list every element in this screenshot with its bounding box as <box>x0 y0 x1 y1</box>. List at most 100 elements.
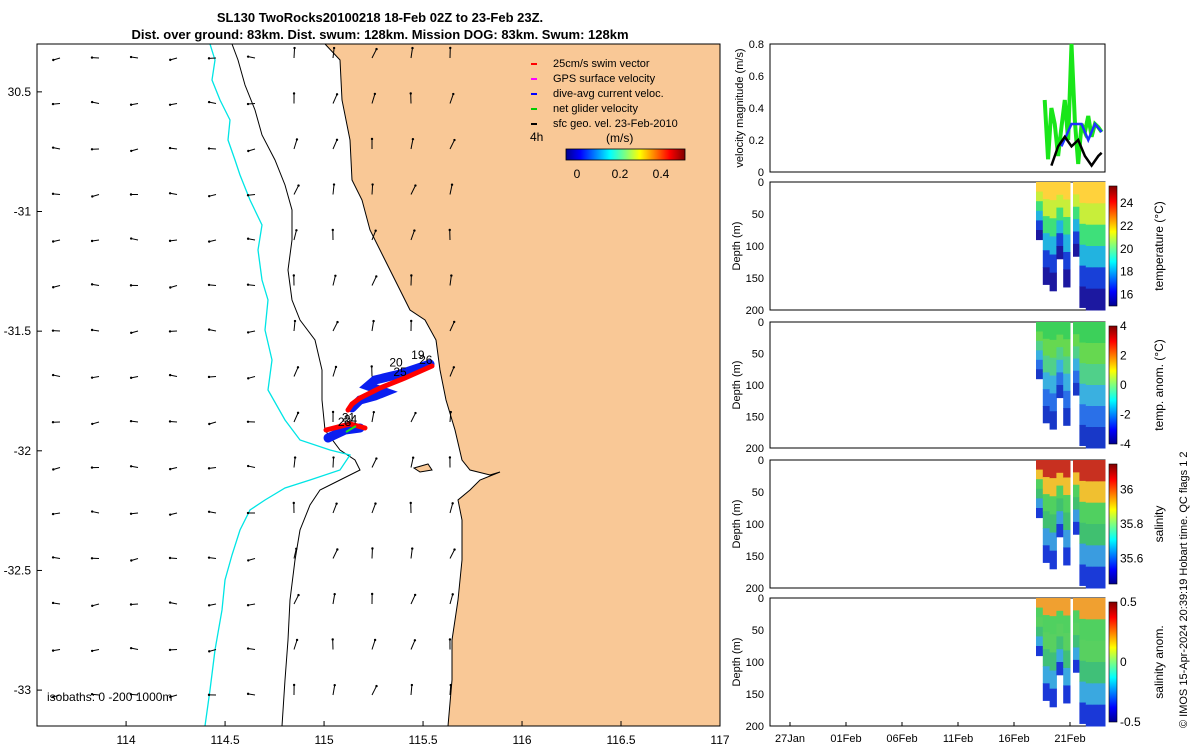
heatmap-cell <box>1092 662 1100 684</box>
velocity-arrow <box>371 458 377 468</box>
depth-tick-label: 200 <box>746 721 764 733</box>
colorbar-tick-label: 20 <box>1120 242 1134 256</box>
time-x-tick-label: 27Jan <box>775 733 805 745</box>
heatmap-cell <box>1073 346 1080 360</box>
depth-tick-label: 200 <box>746 583 764 595</box>
glider-track <box>323 359 435 443</box>
velocity-arrow <box>332 139 338 150</box>
heatmap-cell <box>1056 220 1064 234</box>
velocity-arrow-head <box>375 275 378 278</box>
velocity-arrow <box>332 94 338 104</box>
heatmap-cell <box>1036 498 1044 509</box>
velocity-arrow-head <box>207 467 211 470</box>
velocity-arrow <box>449 594 454 605</box>
heatmap-cell <box>1085 406 1093 428</box>
heatmap-cell <box>1036 230 1044 241</box>
depth-ylabel: Depth (m) <box>731 361 743 410</box>
velocity-arrow <box>332 321 338 332</box>
heatmap-cell <box>1079 681 1087 704</box>
velocity-arrow <box>449 321 455 332</box>
isobath-note: isobaths: 0 -200 1000m <box>47 690 172 704</box>
velocity-arrow-head <box>129 284 133 287</box>
velocity-arrow-head <box>129 193 133 196</box>
velocity-arrow <box>371 503 376 514</box>
velocity-arrow-head <box>331 228 335 232</box>
heatmap-cell <box>1049 460 1057 479</box>
velocity-arrow-head <box>246 331 250 334</box>
heatmap-cell <box>1085 460 1093 482</box>
map-x-tick-label: 114 <box>117 733 136 747</box>
heatmap-cell <box>1049 670 1057 690</box>
velocity-arrow-head <box>52 468 55 471</box>
heatmap-cell <box>1079 322 1087 344</box>
glider-track-red <box>345 363 435 413</box>
heatmap-cell <box>1073 370 1080 384</box>
velocity-arrow-head <box>409 92 412 95</box>
heatmap-cell <box>1085 343 1093 365</box>
colorbar-tick-label: 0.5 <box>1120 595 1137 609</box>
heatmap-cell <box>1079 564 1087 586</box>
heatmap-cell <box>1049 634 1057 653</box>
heatmap-cell <box>1036 607 1044 618</box>
velocity-arrow <box>293 185 299 195</box>
legend-label-4: sfc geo. vel. 23-Feb-2010 <box>553 118 678 130</box>
heatmap-cell <box>1042 372 1051 390</box>
chart-subtitle: Dist. over ground: 83km. Dist. swum: 128… <box>131 27 629 42</box>
heatmap-cell <box>1063 216 1071 235</box>
heatmap-cell <box>1042 250 1051 268</box>
velocity-arrow-head <box>130 559 133 562</box>
velocity-arrow <box>371 184 374 195</box>
heatmap-cell <box>1079 404 1087 426</box>
heatmap-cell <box>1036 460 1044 471</box>
heatmap-cell <box>1036 201 1044 212</box>
velocity-arrow-head <box>247 149 250 153</box>
velocity-arrow-head <box>207 240 211 243</box>
heatmap-cell <box>1073 622 1080 636</box>
velocity-arrow <box>332 48 335 59</box>
velocity-arrow <box>449 275 452 286</box>
heatmap-cell <box>1098 683 1106 706</box>
velocity-arrow-head <box>448 638 452 641</box>
velocity-arrow-head <box>207 283 211 287</box>
heatmap-cell <box>1036 182 1044 193</box>
depth-tick-label: 150 <box>746 551 764 563</box>
heatmap-cell <box>1073 358 1080 372</box>
depth-ylabel: Depth (m) <box>731 638 743 687</box>
velocity-arrow-head <box>246 102 250 106</box>
velocity-arrow-head <box>90 466 94 469</box>
heatmap-colorbar <box>1108 325 1118 445</box>
velocity-arrow <box>410 548 413 559</box>
velocity-arrow-head <box>372 319 375 323</box>
velocity-arrow-head <box>52 58 55 62</box>
heatmap-cell <box>1098 524 1106 546</box>
velocity-arrow-head <box>169 286 172 289</box>
velocity-arrow <box>410 640 416 650</box>
heatmap-cell <box>1042 615 1051 633</box>
velocity-y-tick-label: 0.8 <box>749 39 764 51</box>
heatmap-cell <box>1049 375 1057 394</box>
heatmap-cell <box>1079 460 1087 482</box>
colorbar-label: temp. anom. (°C) <box>1152 339 1166 431</box>
velocity-arrow-head <box>51 556 55 559</box>
heatmap-cell <box>1085 662 1093 684</box>
heatmap-cell <box>1085 267 1093 290</box>
heatmap-cell <box>1092 598 1100 620</box>
velocity-arrow-head <box>293 46 296 50</box>
velocity-y-tick-label: 0.4 <box>749 103 764 115</box>
heatmap-cell <box>1073 231 1080 245</box>
heatmap-cell <box>1063 234 1071 253</box>
heatmap-cell <box>1079 286 1087 308</box>
velocity-arrow-head <box>168 513 172 516</box>
heatmap-cell <box>1098 481 1106 504</box>
map-axis-ticks: 114 114.5 115 115.5 116 116.5 117 30.5 -31 -31.5 -… <box>4 85 730 747</box>
heatmap-cell <box>1073 194 1080 208</box>
velocity-arrow-head <box>51 421 55 424</box>
heatmap-cell <box>1042 355 1051 373</box>
heatmap-cell <box>1042 460 1051 478</box>
velocity-arrow-head <box>450 183 454 186</box>
colorbar-tick-label: -2 <box>1120 408 1131 422</box>
heatmap-cell <box>1063 199 1071 218</box>
heatmap-cell <box>1049 514 1057 534</box>
heatmap-cell <box>1098 203 1106 226</box>
velocity-arrow-head <box>169 695 172 699</box>
